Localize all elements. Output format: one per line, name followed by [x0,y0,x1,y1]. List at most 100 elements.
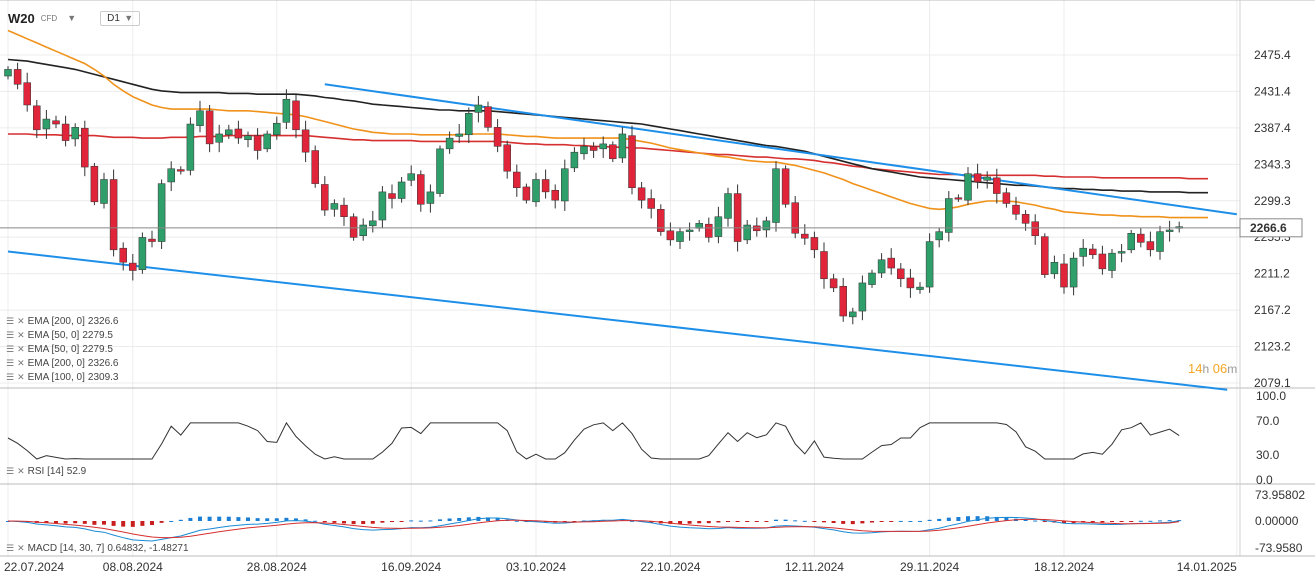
candle-up[interactable] [378,191,387,221]
candle-up[interactable] [1079,247,1087,257]
candle-down[interactable] [33,105,41,131]
candle-down[interactable] [522,186,531,201]
symbol-name[interactable]: W20 [8,10,35,26]
rsi-label[interactable]: ☰ ✕ RSI [14] 52.9 [6,466,87,477]
candle-down[interactable] [1060,263,1068,288]
candle-up[interactable] [724,193,732,219]
candle-down[interactable] [1012,204,1020,215]
candle-down[interactable] [1089,248,1097,256]
candle-down[interactable] [705,223,713,238]
candle-up[interactable] [1050,261,1059,275]
menu-icon[interactable]: ☰ [6,316,15,326]
candle-up[interactable] [964,173,972,201]
close-icon[interactable]: ✕ [17,344,25,354]
candle-down[interactable] [791,202,799,234]
candle-up[interactable] [445,137,454,150]
candle-down[interactable] [349,216,358,238]
candle-up[interactable] [138,237,147,270]
candle-down[interactable] [551,189,559,201]
candle-up[interactable] [570,151,579,169]
candle-up[interactable] [167,168,175,183]
candle-up[interactable] [1156,231,1164,252]
candle-down[interactable] [993,177,1001,194]
candle-down[interactable] [973,173,982,183]
candle-down[interactable] [1031,221,1039,237]
candle-down[interactable] [1002,192,1011,204]
candle-down[interactable] [292,100,300,131]
candle-up[interactable] [532,179,540,203]
candle-down[interactable] [253,135,262,151]
candle-down[interactable] [628,135,636,189]
candle-up[interactable] [273,122,281,136]
candle-down[interactable] [637,187,646,201]
close-icon[interactable]: ✕ [17,372,25,382]
candle-down[interactable] [52,120,60,125]
indicator-label[interactable]: ☰ ✕ EMA [200, 0] 2326.6 [6,358,119,369]
candle-up[interactable] [676,231,684,242]
close-icon[interactable]: ✕ [17,330,25,340]
candle-up[interactable] [426,191,435,204]
candle-down[interactable] [109,179,118,251]
candle-down[interactable] [1146,241,1155,251]
candle-down[interactable] [205,110,214,145]
candle-down[interactable] [541,179,550,193]
candle-up[interactable] [858,282,867,312]
candle-up[interactable] [465,113,473,136]
menu-icon[interactable]: ☰ [6,330,15,340]
trendline-lower[interactable] [7,250,1228,391]
candle-up[interactable] [244,135,252,141]
candle-up[interactable] [397,181,406,199]
candle-up[interactable] [772,168,780,223]
candle-down[interactable] [513,171,521,189]
candle-up[interactable] [743,224,751,241]
candle-up[interactable] [282,98,291,123]
candle-up[interactable] [100,179,108,204]
chevron-down-icon[interactable]: ▼ [67,13,77,23]
candle-up[interactable] [945,198,953,233]
candle-down[interactable] [177,169,185,172]
candle-down[interactable] [119,247,127,263]
candle-down[interactable] [493,127,502,147]
close-icon[interactable]: ✕ [17,358,25,368]
macd-label[interactable]: ☰ ✕ MACD [14, 30, 7] 0.64832, -1.48271 [6,543,189,554]
candle-up[interactable] [215,133,223,143]
candle-down[interactable] [954,197,963,200]
candle-down[interactable] [1021,213,1030,224]
candle-down[interactable] [311,150,319,184]
candle-down[interactable] [801,233,809,239]
candle-up[interactable] [369,220,377,227]
candle-down[interactable] [340,204,348,217]
candle-up[interactable] [925,241,934,288]
candle-up[interactable] [330,203,339,210]
candle-down[interactable] [61,123,70,141]
candle-up[interactable] [916,286,924,290]
candle-down[interactable] [484,106,492,128]
indicator-label[interactable]: ☰ ✕ EMA [100, 0] 2309.3 [6,372,119,383]
close-icon[interactable]: ✕ [17,316,25,326]
candle-down[interactable] [887,257,895,269]
candle-down[interactable] [23,82,31,106]
candle-up[interactable] [71,127,79,140]
candle-down[interactable] [1137,233,1145,243]
candle-up[interactable] [935,231,943,241]
menu-icon[interactable]: ☰ [6,358,15,368]
candle-up[interactable] [599,143,607,150]
candle-down[interactable] [733,193,742,242]
candle-down[interactable] [301,129,310,153]
candle-up[interactable] [877,259,886,274]
candle-down[interactable] [781,168,790,205]
menu-icon[interactable]: ☰ [6,543,15,553]
close-icon[interactable]: ✕ [17,543,25,553]
candle-down[interactable] [388,193,396,199]
candle-up[interactable] [1117,251,1126,254]
timeframe-select[interactable]: D1 ▼ [100,10,141,26]
candle-down[interactable] [90,165,99,203]
candle-down[interactable] [321,184,329,211]
candle-down[interactable] [81,127,89,168]
close-icon[interactable]: ✕ [17,466,25,476]
candle-up[interactable] [868,272,876,285]
candle-down[interactable] [829,278,838,289]
candle-up[interactable] [263,133,271,150]
candle-down[interactable] [417,174,425,205]
candle-up[interactable] [407,173,415,181]
